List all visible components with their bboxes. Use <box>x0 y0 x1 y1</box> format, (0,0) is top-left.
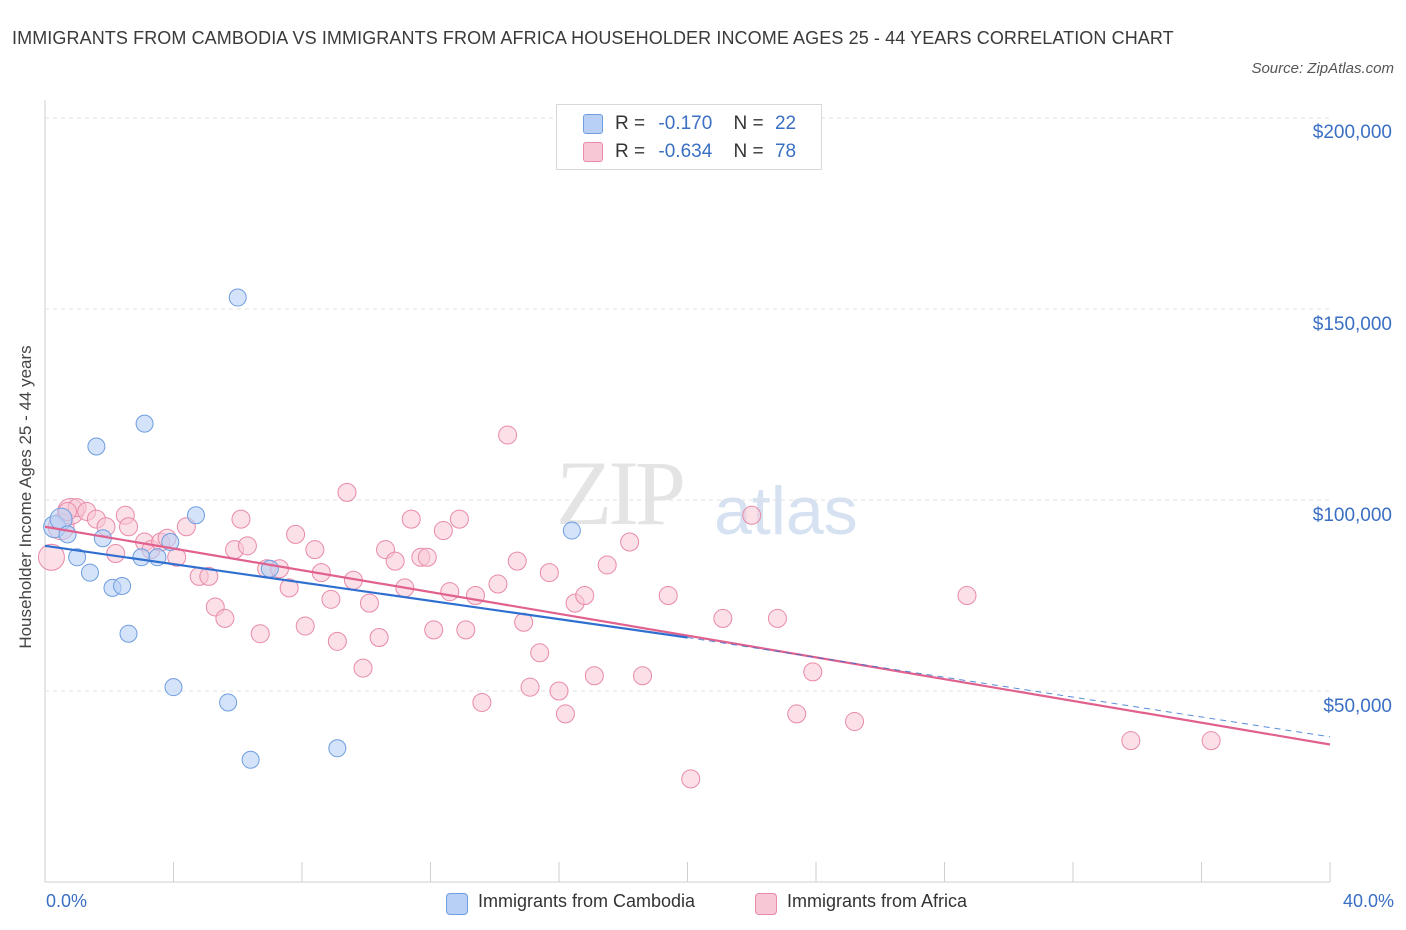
africa-point <box>633 666 653 686</box>
y-tick-label-150000: $150,000 <box>1312 314 1392 335</box>
cambodia-point <box>241 750 260 769</box>
cambodia-point <box>135 414 154 433</box>
africa-point <box>359 593 379 613</box>
africa-point <box>449 509 469 529</box>
cambodia-r-label: R = <box>615 113 646 134</box>
africa-point <box>295 616 315 636</box>
axes <box>44 100 1331 883</box>
africa-point <box>305 540 325 560</box>
africa-point <box>658 586 678 605</box>
x-min-label: 0.0% <box>46 891 88 911</box>
africa-point <box>539 563 559 583</box>
watermark-atlas: atlas <box>714 473 858 549</box>
stats-legend: R = -0.170 N = 22 R = -0.634 N = 78 <box>556 104 822 170</box>
africa-n-label: N = <box>733 141 764 162</box>
grid-lines <box>45 117 1330 692</box>
y-axis-label: Householder Income Ages 25 - 44 years <box>16 345 35 649</box>
africa-point <box>106 543 126 563</box>
africa-n-value: 78 <box>774 141 797 162</box>
cambodia-r-value: -0.170 <box>658 113 713 134</box>
legend-swatch-cambodia <box>446 893 468 915</box>
africa-point <box>575 586 595 605</box>
africa-point <box>584 666 604 686</box>
africa-r-label: R = <box>615 141 646 162</box>
africa-point <box>337 482 357 502</box>
y-tick-label-50000: $50,000 <box>1323 696 1392 717</box>
africa-point <box>549 681 569 701</box>
source-label: Source: ZipAtlas.com <box>1251 60 1394 77</box>
africa-point <box>417 547 437 567</box>
africa-point <box>369 628 389 648</box>
cambodia-point <box>562 521 581 540</box>
africa-point <box>520 677 540 697</box>
cambodia-point <box>113 576 132 595</box>
africa-point <box>199 566 219 586</box>
chart-title: IMMIGRANTS FROM CAMBODIA VS IMMIGRANTS F… <box>12 28 1174 48</box>
cambodia-point <box>68 548 87 567</box>
cambodia-n-value: 22 <box>774 113 797 134</box>
africa-point <box>440 582 460 602</box>
africa-point <box>385 551 405 571</box>
africa-point <box>401 509 421 529</box>
africa-point <box>279 578 299 598</box>
cambodia-point <box>87 437 106 456</box>
cambodia-point <box>219 693 238 712</box>
africa-point <box>803 662 823 682</box>
africa-point <box>767 608 787 628</box>
africa-point <box>250 624 270 644</box>
africa-trend-line <box>44 525 1331 746</box>
cambodia-point <box>164 678 183 697</box>
africa-point <box>555 704 575 724</box>
africa-point <box>286 524 306 544</box>
y-tick-label-200000: $200,000 <box>1312 122 1392 143</box>
cambodia-point <box>132 548 151 567</box>
africa-point <box>681 769 701 789</box>
africa-point <box>957 586 977 605</box>
cambodia-point <box>228 288 247 307</box>
africa-point <box>37 543 65 571</box>
cambodia-trend-line <box>44 544 688 639</box>
cambodia-point <box>186 506 205 525</box>
africa-point <box>119 517 139 537</box>
africa-point <box>1201 731 1221 751</box>
africa-point <box>456 620 476 640</box>
africa-point <box>742 505 762 525</box>
cambodia-point <box>80 563 99 582</box>
africa-point <box>327 631 347 651</box>
africa-point <box>845 712 865 732</box>
trend-lines <box>44 525 1331 746</box>
africa-point <box>620 532 640 552</box>
africa-point <box>498 425 518 445</box>
africa-point <box>507 551 527 571</box>
africa-point <box>1121 731 1141 751</box>
africa-swatch <box>583 142 603 162</box>
africa-point <box>353 658 373 678</box>
africa-point <box>488 574 508 594</box>
africa-point <box>787 704 807 724</box>
legend-swatch-africa <box>755 893 777 915</box>
africa-point <box>472 692 492 712</box>
africa-r-value: -0.634 <box>658 141 713 162</box>
cambodia-point <box>119 624 138 643</box>
africa-point <box>237 536 257 556</box>
cambodia-n-label: N = <box>733 113 764 134</box>
y-tick-label-100000: $100,000 <box>1312 505 1392 526</box>
legend-label-africa: Immigrants from Africa <box>787 891 968 911</box>
africa-point <box>713 608 733 628</box>
africa-point <box>530 643 550 663</box>
africa-point <box>433 521 453 541</box>
africa-point <box>215 608 235 628</box>
series-legend: Immigrants from Cambodia Immigrants from… <box>0 886 1406 918</box>
africa-point <box>321 589 341 609</box>
cambodia-trend-extension <box>687 637 1331 738</box>
series-africa-points <box>37 425 1221 789</box>
x-max-label: 40.0% <box>1342 891 1394 911</box>
cambodia-swatch <box>583 114 603 134</box>
africa-point <box>231 509 251 529</box>
africa-point <box>597 555 617 575</box>
legend-label-cambodia: Immigrants from Cambodia <box>478 891 696 911</box>
africa-point <box>424 620 444 640</box>
cambodia-point <box>328 739 347 758</box>
